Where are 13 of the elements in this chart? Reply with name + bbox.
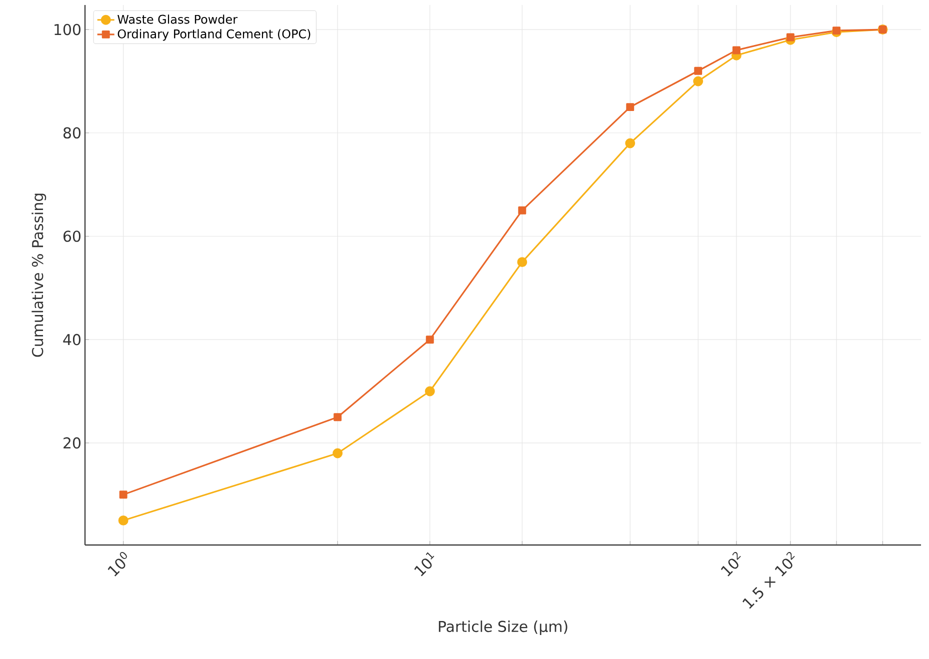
y-tick-label: 40 [63,334,80,346]
x-tick-label: 10$^{2}$ [720,552,741,576]
y-tick-label: 20 [64,437,80,449]
legend-label: Ordinary Portland Cement (OPC) [118,29,310,41]
x-tick-label: 1.5 × 10$^{2}$ [742,552,795,609]
x-tick-label: 10$^{1}$ [414,552,434,576]
y-tick-label: 100 [54,24,80,36]
x-tick-label: 10$^{0}$ [108,552,127,576]
legend-label: Waste Glass Powder [118,14,238,24]
y-tick-label: 60 [64,230,80,242]
x-axis-title: Particle Size (µm) [438,620,568,635]
y-axis-title: Cumulative % Passing [32,194,46,357]
y-tick-label: 80 [63,127,80,139]
